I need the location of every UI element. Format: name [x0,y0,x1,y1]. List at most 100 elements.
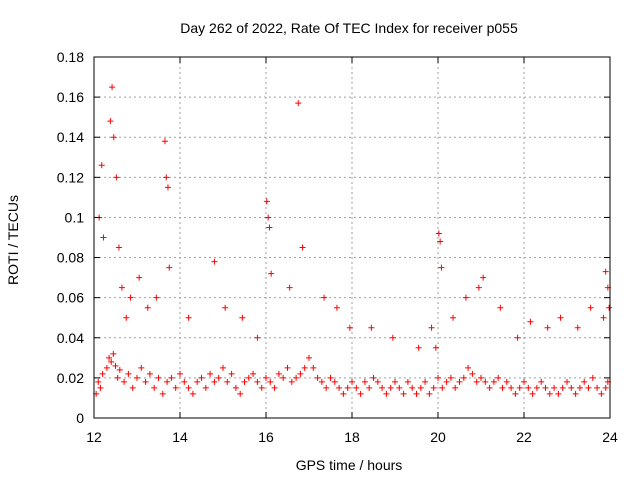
data-point [99,370,106,377]
data-point [551,384,558,391]
data-point [159,390,166,397]
data-point [340,390,347,397]
data-point [189,390,196,397]
data-point [106,354,113,361]
chart-title: Day 262 of 2022, Rate Of TEC Index for r… [180,20,518,36]
data-point [529,390,536,397]
data-point [194,378,201,385]
x-tick-label: 20 [430,429,446,445]
data-point [108,358,115,365]
data-point [516,384,523,391]
data-point [555,390,562,397]
y-tick-label: 0.04 [57,330,84,346]
data-point [114,374,121,381]
data-points [93,84,613,397]
data-point [495,374,502,381]
data-point [301,364,308,371]
data-point [331,378,338,385]
data-point [164,378,171,385]
x-axis-label: GPS time / hours [296,457,403,473]
data-point [475,284,482,291]
data-point [185,314,192,321]
data-point [389,334,396,341]
data-point [546,390,553,397]
data-point [245,374,252,381]
data-point [293,374,300,381]
data-point [97,384,104,391]
data-point [512,390,519,397]
data-point [435,230,442,237]
data-point [134,374,140,381]
data-point [164,184,171,191]
data-point [115,244,122,251]
data-point [265,214,272,221]
data-point [432,344,439,351]
data-point [396,384,403,391]
data-point [344,384,351,391]
data-point [538,378,545,385]
data-point [237,390,244,397]
data-point [430,384,437,391]
data-point [499,384,506,391]
data-point [480,274,487,281]
axis-ticks [93,56,611,419]
data-point [263,374,269,381]
data-point [113,174,120,181]
data-point [232,384,239,391]
data-point [207,370,214,377]
data-point [598,390,605,397]
x-tick-label: 22 [516,429,532,445]
data-point [112,362,119,369]
data-point [103,364,110,371]
data-point [98,162,105,169]
data-point [275,370,282,377]
data-point [490,378,497,385]
data-point [469,370,476,377]
data-point [370,374,377,381]
data-point [514,334,521,341]
data-point [258,384,265,391]
data-point [286,284,293,291]
data-point [557,314,564,321]
data-point [486,384,493,391]
data-point [559,384,566,391]
data-point [374,378,381,385]
data-point [110,134,117,141]
y-tick-label: 0.06 [57,290,84,306]
y-tick-label: 0.16 [57,89,84,105]
data-point [525,384,532,391]
data-point [428,324,435,331]
data-point [357,390,364,397]
data-point [125,370,132,377]
data-point [310,364,317,371]
data-point [268,270,275,277]
data-point [527,318,534,325]
data-point [437,238,444,245]
data-point [129,384,136,391]
y-tick-label: 0.12 [57,169,84,185]
data-point [222,304,229,311]
data-point [163,174,170,181]
data-point [564,378,570,385]
data-point [503,378,510,385]
data-point [168,374,175,381]
data-point [400,390,407,397]
data-point [600,314,607,321]
data-point [116,366,123,373]
data-point [155,374,162,381]
data-point [215,374,222,381]
data-point [224,378,231,385]
data-point [336,384,343,391]
data-point [602,268,609,275]
data-point [321,294,328,301]
data-point [181,378,188,385]
data-point [228,370,235,377]
y-tick-label: 0 [76,410,84,426]
data-point [383,390,390,397]
data-point [508,384,515,391]
data-point [585,384,592,391]
data-point [241,378,248,385]
data-point [417,384,424,391]
data-point [144,304,151,311]
data-point [422,378,429,385]
